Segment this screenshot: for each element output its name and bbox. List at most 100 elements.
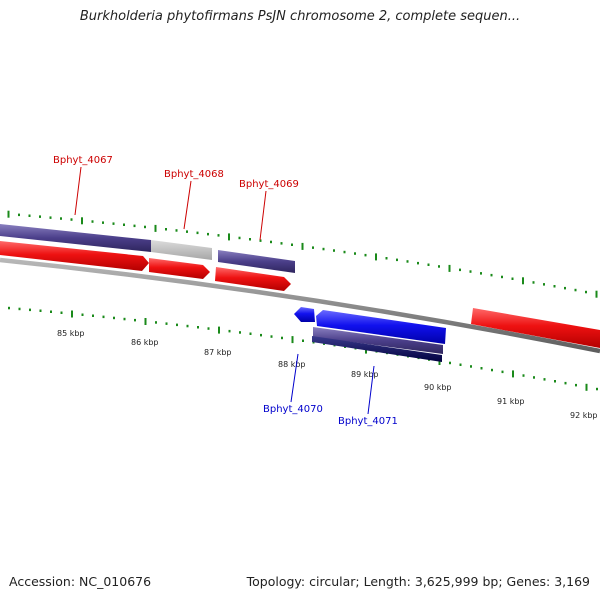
upper-scale-minor-tick [385, 257, 388, 260]
upper-scale-minor-tick [438, 265, 440, 268]
upper-scale-minor-tick [91, 220, 94, 223]
scale-label-85: 85 kbp [57, 329, 85, 338]
lower-scale-minor-tick [18, 307, 21, 311]
upper-scale-minor-tick [49, 216, 52, 219]
upper-scale-minor-tick [364, 253, 367, 257]
lower-scale-minor-tick [575, 383, 577, 387]
leader-line-bphyt-4068 [183, 180, 192, 230]
lower-scale-minor-tick [270, 335, 273, 338]
upper-scale-minor-tick [417, 261, 419, 265]
lower-scale-minor-tick [207, 327, 210, 330]
lower-scale-minor-tick [60, 311, 63, 314]
upper-scale-minor-tick [270, 240, 272, 244]
scale-label-88: 88 kbp [278, 360, 306, 369]
lower-scale-major-tick [144, 318, 147, 325]
upper-scale-minor-tick [165, 228, 167, 231]
upper-scale-minor-tick [123, 223, 125, 226]
cds-bar-bphyt-4067[interactable] [0, 224, 151, 252]
upper-scale-minor-tick [574, 288, 577, 292]
lower-scale-minor-tick [92, 314, 94, 317]
upper-scale-minor-tick [564, 286, 566, 290]
upper-scale-minor-tick [70, 218, 73, 221]
lower-scale-minor-tick [249, 332, 252, 335]
lower-scale-major-tick [291, 336, 294, 344]
upper-scale-minor-tick [469, 270, 472, 273]
lower-scale-minor-tick [239, 331, 241, 334]
cds-bar-bphyt-4069[interactable] [218, 250, 295, 273]
gene-arrow-bphyt-4070[interactable] [294, 307, 315, 322]
lower-scale-minor-tick [123, 317, 126, 321]
upper-scale-minor-tick [196, 231, 199, 235]
gene-label-bphyt-4070[interactable]: Bphyt_4070 [263, 404, 323, 415]
gene-arrow-next[interactable] [471, 308, 600, 348]
lower-scale-minor-tick [29, 308, 31, 312]
lower-scale-minor-tick [533, 376, 535, 379]
upper-scale-major-tick [154, 224, 157, 232]
gene-label-bphyt-4071[interactable]: Bphyt_4071 [338, 416, 398, 427]
leader-line-bphyt-4069 [259, 190, 267, 241]
upper-scale-minor-tick [333, 249, 335, 252]
gene-label-bphyt-4068[interactable]: Bphyt_4068 [164, 169, 224, 180]
cds-bar-bphyt-4070[interactable] [313, 327, 443, 354]
gene-label-bphyt-4069[interactable]: Bphyt_4069 [239, 179, 299, 190]
lower-scale-minor-tick [102, 315, 105, 319]
upper-scale-ticks [7, 210, 598, 298]
lower-scale-ticks [8, 306, 598, 391]
scale-label-87: 87 kbp [204, 348, 232, 357]
upper-scale-major-tick [228, 233, 230, 241]
cds-bar-bphyt-4068[interactable] [151, 240, 212, 260]
lower-scale-major-tick [512, 370, 514, 378]
lower-scale-minor-tick [165, 322, 168, 325]
upper-scale-minor-tick [186, 230, 188, 233]
upper-scale-minor-tick [532, 281, 535, 284]
lower-scale-minor-tick [81, 313, 84, 316]
upper-scale-minor-tick [480, 272, 482, 275]
upper-scale-minor-tick [112, 222, 115, 225]
scale-label-91: 91 kbp [497, 397, 525, 406]
lower-scale-major-tick [71, 310, 73, 318]
lower-scale-minor-tick [491, 368, 493, 372]
upper-scale-minor-tick [102, 221, 104, 224]
lower-scale-minor-tick [522, 374, 525, 377]
cds-bar-bphyt-4071[interactable] [312, 336, 442, 362]
upper-scale-minor-tick [60, 217, 62, 220]
upper-scale-minor-tick [501, 275, 503, 279]
lower-scale-minor-tick [543, 378, 546, 381]
upper-scale-minor-tick [511, 277, 514, 280]
upper-scale-minor-tick [553, 285, 556, 288]
gene-arrow-bphyt-4068[interactable] [149, 258, 210, 279]
upper-scale-minor-tick [249, 238, 251, 241]
scale-label-92: 92 kbp [570, 411, 598, 420]
upper-scale-minor-tick [322, 247, 325, 251]
upper-scale-minor-tick [406, 260, 409, 263]
upper-scale-minor-tick [459, 268, 461, 272]
lower-scale-minor-tick [281, 336, 283, 340]
lower-scale-minor-tick [176, 323, 178, 327]
scale-label-86: 86 kbp [131, 338, 159, 347]
upper-scale-minor-tick [427, 263, 430, 266]
chromosome-backbone [0, 257, 600, 354]
gene-arrow-bphyt-4071[interactable] [316, 310, 446, 344]
upper-scale-minor-tick [312, 246, 314, 249]
upper-scale-major-tick [7, 210, 10, 218]
lower-scale-minor-tick [302, 339, 304, 342]
gene-label-bphyt-4067[interactable]: Bphyt_4067 [53, 155, 113, 166]
lower-scale-minor-tick [134, 318, 136, 322]
upper-scale-major-tick [81, 217, 83, 225]
upper-scale-minor-tick [238, 236, 241, 240]
gene-arrow-bphyt-4067[interactable] [0, 241, 149, 271]
lower-scale-minor-tick [480, 367, 483, 370]
lower-scale-major-tick [585, 383, 588, 391]
gene-arrow-bphyt-4069[interactable] [215, 267, 291, 291]
accession-text: Accession: NC_010676 [9, 574, 152, 589]
lower-scale-minor-tick [39, 309, 42, 312]
upper-scale-minor-tick [18, 213, 20, 217]
lower-scale-minor-tick [501, 370, 504, 374]
upper-scale-minor-tick [39, 215, 41, 218]
upper-scale-minor-tick [280, 242, 283, 245]
upper-scale-minor-tick [543, 283, 545, 286]
upper-scale-minor-tick [28, 214, 31, 217]
upper-scale-major-tick [375, 253, 377, 261]
map-title: Burkholderia phytofirmans PsJN chromosom… [79, 9, 521, 24]
